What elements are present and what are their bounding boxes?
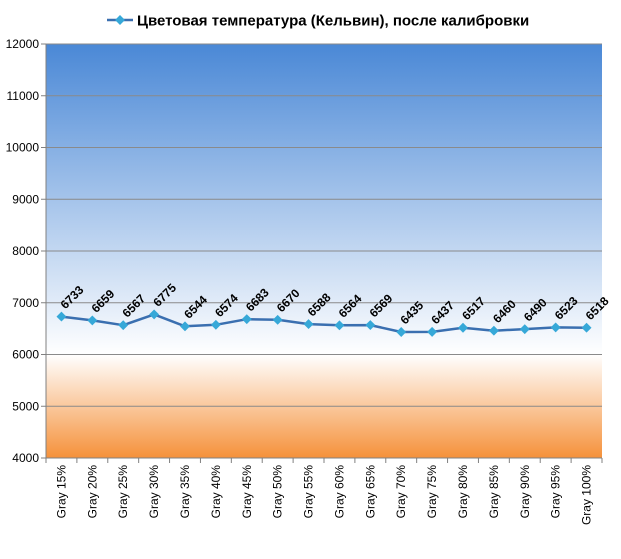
- data-point: [365, 320, 376, 331]
- data-point: [180, 321, 190, 332]
- x-tick-label: Gray 65%: [363, 465, 377, 519]
- x-tick-label: Gray 25%: [116, 465, 130, 519]
- y-tick-label: 10000: [6, 141, 40, 155]
- y-tick-label: 5000: [12, 399, 39, 413]
- y-axis-ticks: 4000 5000 6000 7000 8000 9000 10000 11000 12000: [6, 37, 46, 465]
- legend: Цветовая температура (Кельвин), после ка…: [107, 13, 529, 30]
- x-tick-label: Gray 50%: [271, 465, 285, 519]
- data-point: [458, 322, 468, 333]
- x-tick-label: Gray 100%: [580, 465, 594, 525]
- legend-label: Цветовая температура (Кельвин), после ка…: [137, 13, 529, 30]
- series-line: [61, 313, 587, 334]
- x-tick-label: Gray 75%: [425, 465, 439, 519]
- y-tick-label: 9000: [12, 192, 39, 206]
- x-tick-label: Gray 95%: [549, 465, 563, 519]
- y-tick-label: 4000: [12, 451, 39, 465]
- data-point: [241, 314, 252, 325]
- y-tick-label: 7000: [12, 296, 39, 310]
- data-point: [396, 327, 407, 337]
- x-tick-label: Gray 80%: [456, 465, 470, 519]
- legend-marker: [115, 15, 125, 25]
- x-tick-label: Gray 45%: [240, 465, 254, 519]
- x-tick-label: Gray 20%: [85, 465, 99, 519]
- data-point: [149, 309, 160, 320]
- data-point: [334, 320, 345, 331]
- data-point: [427, 326, 438, 337]
- data-point: [519, 324, 530, 335]
- data-point: [303, 319, 314, 330]
- x-tick-label: Gray 70%: [394, 465, 408, 519]
- x-tick-label: Gray 60%: [332, 465, 346, 519]
- y-tick-label: 12000: [6, 37, 40, 51]
- x-tick-label: Gray 30%: [147, 465, 161, 519]
- data-point: [210, 319, 221, 330]
- y-tick-label: 6000: [12, 348, 39, 362]
- data-point: [488, 325, 499, 336]
- data-point: [272, 314, 283, 325]
- x-tick-label: Gray 85%: [487, 465, 501, 519]
- x-tick-label: Gray 40%: [209, 465, 223, 519]
- y-tick-label: 11000: [7, 89, 40, 103]
- x-axis-ticks: Gray 15% Gray 20% Gray 25% Gray 30% Gray 35%…: [45, 458, 603, 525]
- data-point: [550, 322, 561, 333]
- x-tick-label: Gray 55%: [302, 465, 316, 519]
- x-tick-label: Gray 15%: [54, 465, 68, 519]
- x-tick-label: Gray 90%: [518, 465, 532, 519]
- data-point: [581, 322, 592, 333]
- x-tick-label: Gray 35%: [178, 465, 192, 519]
- y-tick-label: 8000: [12, 244, 39, 258]
